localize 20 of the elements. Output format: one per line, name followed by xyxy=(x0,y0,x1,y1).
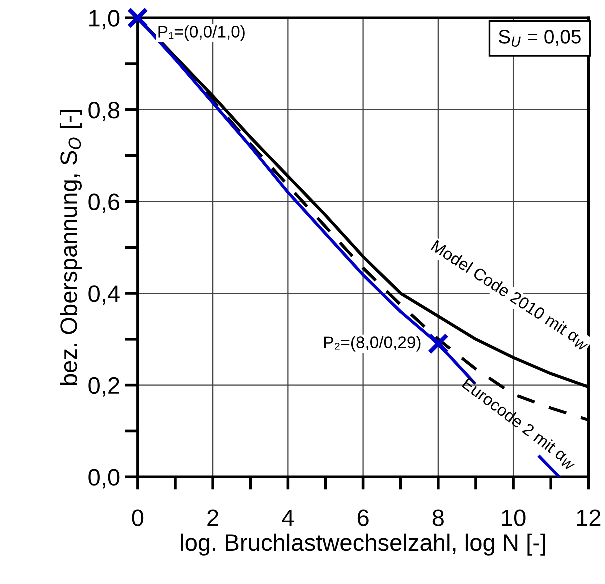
x-tick-label: 10 xyxy=(502,510,526,526)
y-axis-title: bez. Oberspannung, S$_{O}$ [-] xyxy=(60,110,82,386)
y-tick-label: 0,6 xyxy=(88,194,120,214)
x-axis-title: log. Bruchlastwechselzahl, log N [-] xyxy=(181,534,546,556)
y-tick-label: 0,0 xyxy=(88,469,120,489)
x-tick-label: 8 xyxy=(432,510,444,526)
y-tick-label: 0,4 xyxy=(88,286,120,306)
x-tick-label: 4 xyxy=(282,510,294,526)
annotation: P₂=(8,0/0,29) xyxy=(324,336,421,352)
annotation: S$_{U}$ = 0,05 xyxy=(498,30,581,48)
y-tick-label: 0,8 xyxy=(88,102,120,122)
x-tick-label: 6 xyxy=(358,510,369,526)
x-tick-label: 12 xyxy=(577,510,601,526)
text: Eurocode 2 mit α$_{W}$ xyxy=(460,377,579,472)
x-tick-label: 2 xyxy=(208,510,218,526)
y-tick-label: 1,0 xyxy=(90,10,120,30)
y-tick-label: 0,2 xyxy=(88,377,120,397)
annotation: P₁=(0,0/1,0) xyxy=(158,26,245,42)
x-tick-label: 0 xyxy=(132,510,144,526)
text: Model Code 2010 mit α$_{W}$ xyxy=(430,240,592,352)
